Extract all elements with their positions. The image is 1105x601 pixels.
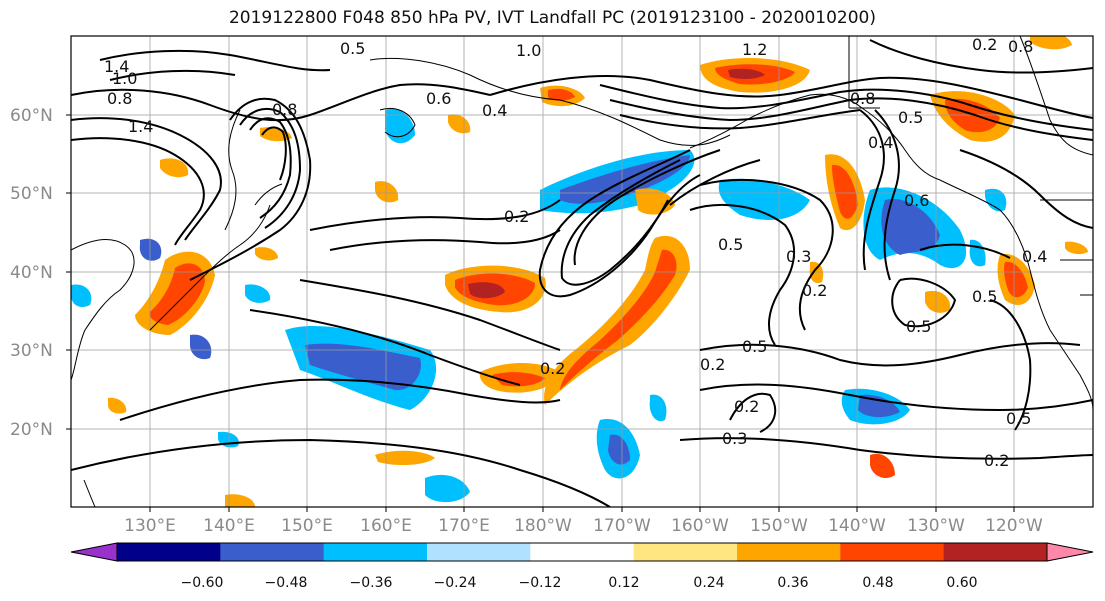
contour-label: 1.0: [112, 69, 137, 88]
colorbar-extend-high: [1046, 542, 1094, 562]
lon-label: 150°E: [281, 516, 333, 536]
lat-label: 40°N: [10, 263, 53, 283]
lon-label: 180°W: [514, 516, 572, 536]
plot-title: 2019122800 F048 850 hPa PV, IVT Landfall…: [228, 8, 876, 28]
lon-label: 140°W: [828, 516, 886, 536]
lon-label: 120°W: [985, 516, 1043, 536]
lon-label: 160°W: [671, 516, 729, 536]
contour-label: 0.2: [540, 359, 565, 378]
contour-label: 0.5: [718, 235, 743, 254]
contour-label: 1.4: [128, 117, 153, 136]
colorbar-tick-label: −0.60: [181, 575, 224, 591]
contour-label: 0.6: [904, 191, 929, 210]
lon-label: 140°E: [203, 516, 255, 536]
contour-label: 0.3: [722, 429, 747, 448]
contour-label: 0.2: [984, 451, 1009, 470]
contour-label: 0.8: [272, 100, 297, 119]
contour-label: 1.2: [742, 40, 767, 59]
contour-label: 0.5: [906, 317, 931, 336]
lon-label: 150°W: [750, 516, 808, 536]
colorbar-tick-label: 0.60: [946, 575, 977, 591]
colorbar-segment: [737, 543, 841, 561]
lon-label: 170°E: [438, 516, 490, 536]
contour-label: 0.6: [426, 89, 451, 108]
contour-label: 0.2: [700, 355, 725, 374]
longitude-labels: 130°E 140°E 150°E 160°E 170°E 180°W 170°…: [124, 516, 1043, 536]
contour-label: 1.0: [516, 41, 541, 60]
contour-label: 0.2: [734, 397, 759, 416]
contour-label: 0.8: [107, 89, 132, 108]
contour-label: 0.4: [1022, 247, 1047, 266]
latitude-labels: 60°N 50°N 40°N 30°N 20°N: [10, 106, 53, 440]
contour-label: 0.2: [504, 207, 529, 226]
lon-label: 170°W: [593, 516, 651, 536]
contour-label: 0.4: [868, 133, 893, 152]
colorbar-tick-label: −0.12: [519, 575, 562, 591]
colorbar-tick-label: −0.48: [265, 575, 308, 591]
contour-label: 0.5: [340, 39, 365, 58]
contour-label: 0.4: [482, 101, 507, 120]
lon-label: 160°E: [360, 516, 412, 536]
colorbar-segment: [117, 543, 221, 561]
colorbar-tick-labels: −0.60 −0.48 −0.36 −0.24 −0.12 0.12 0.24 …: [181, 575, 978, 591]
lat-label: 50°N: [10, 184, 53, 204]
colorbar-tick-label: 0.36: [777, 575, 808, 591]
colorbar-segment: [840, 543, 945, 561]
lon-label: 130°W: [907, 516, 965, 536]
contour-label: 0.3: [786, 247, 811, 266]
contour-label: 0.5: [898, 108, 923, 127]
contour-label: 0.2: [802, 281, 827, 300]
colorbar-tick-label: −0.36: [350, 575, 393, 591]
colorbar-segment: [633, 543, 738, 561]
contour-label: 0.8: [850, 89, 875, 108]
colorbar-segment: [220, 543, 325, 561]
contour-label: 0.5: [742, 337, 767, 356]
colorbar-segment: [943, 543, 1048, 561]
colorbar-border: [116, 542, 1048, 562]
lat-label: 60°N: [10, 106, 53, 126]
colorbar-tick-label: 0.12: [608, 575, 639, 591]
lat-label: 20°N: [10, 420, 53, 440]
contour-label: 0.5: [972, 287, 997, 306]
colorbar-tick-label: 0.24: [693, 575, 724, 591]
colorbar-extend-low: [70, 542, 118, 562]
colorbar: [70, 542, 1094, 562]
lat-label: 30°N: [10, 341, 53, 361]
contour-label: 0.8: [1008, 37, 1033, 56]
coastlines: [71, 36, 1093, 507]
colorbar-tick-label: −0.24: [434, 575, 477, 591]
colorbar-segment: [323, 543, 428, 561]
pv-contours: [71, 39, 1093, 507]
colorbar-tick-label: 0.48: [862, 575, 893, 591]
contour-label: 1.4: [104, 57, 129, 76]
map-panel: 1.4 1.0 0.8 1.4 0.5 1.0 1.2 0.8 0.6 0.4 …: [71, 35, 1093, 507]
contour-label: 0.2: [972, 35, 997, 54]
contour-labels: 1.4 1.0 0.8 1.4 0.5 1.0 1.2 0.8 0.6 0.4 …: [104, 35, 1047, 470]
colorbar-segment: [530, 543, 635, 561]
lon-label: 130°E: [124, 516, 176, 536]
colorbar-segment: [427, 543, 531, 561]
axis-ticks: [66, 114, 1015, 512]
contour-label: 0.5: [1006, 409, 1031, 428]
